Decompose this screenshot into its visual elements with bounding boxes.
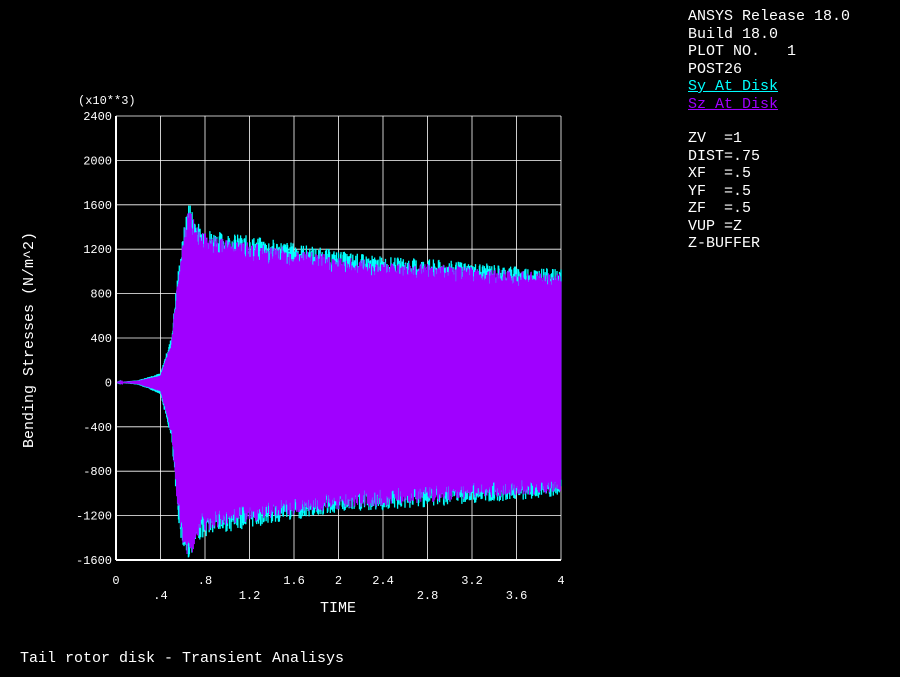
module-label: POST26 <box>688 61 850 79</box>
header-info: ANSYS Release 18.0 Build 18.0 PLOT NO. 1 PO… <box>688 8 850 113</box>
y-tick-label: 400 <box>90 332 112 346</box>
y-tick-label: 800 <box>90 288 112 302</box>
view-vup: VUP =Z <box>688 218 760 236</box>
x-axis-label: TIME <box>320 600 356 617</box>
x-tick-label: 2.4 <box>372 574 394 588</box>
build-label: Build 18.0 <box>688 26 850 44</box>
y-tick-label: 0 <box>105 376 112 390</box>
view-yf: YF =.5 <box>688 183 760 201</box>
legend-sz: Sz_At_Disk <box>688 96 850 114</box>
view-dist: DIST=.75 <box>688 148 760 166</box>
series-layer <box>116 206 561 558</box>
x-tick-label: .8 <box>198 574 212 588</box>
y-axis-label: Bending Stresses (N/m^2) <box>21 232 38 448</box>
y-tick-label: 2000 <box>83 154 112 168</box>
y-tick-label: 1200 <box>83 243 112 257</box>
view-zbuffer: Z-BUFFER <box>688 235 760 253</box>
x-tick-label: 0 <box>112 574 119 588</box>
plot-caption: Tail rotor disk - Transient Analisys <box>20 650 344 667</box>
y-tick-label: -400 <box>83 421 112 435</box>
view-zf: ZF =.5 <box>688 200 760 218</box>
y-tick-label: -1600 <box>76 554 112 568</box>
x-tick-label: 3.2 <box>461 574 483 588</box>
x-tick-label: 3.6 <box>506 589 528 603</box>
x-tick-label: 1.2 <box>239 589 261 603</box>
view-xf: XF =.5 <box>688 165 760 183</box>
plot-number-label: PLOT NO. 1 <box>688 43 850 61</box>
y-tick-label: -1200 <box>76 510 112 524</box>
release-label: ANSYS Release 18.0 <box>688 8 850 26</box>
x-tick-label: 2.8 <box>417 589 439 603</box>
x-tick-label: 1.6 <box>283 574 305 588</box>
series-line-sz-at-disk <box>116 213 561 554</box>
y-tick-label: -800 <box>83 465 112 479</box>
x-tick-label: 2 <box>335 574 342 588</box>
y-multiplier-label: (x10**3) <box>78 94 136 108</box>
legend-sy: Sy_At_Disk <box>688 78 850 96</box>
x-tick-label: 4 <box>557 574 564 588</box>
view-zv: ZV =1 <box>688 130 760 148</box>
view-settings: ZV =1 DIST=.75 XF =.5 YF =.5 ZF =.5 VUP =Z Z-B… <box>688 130 760 253</box>
y-tick-label: 1600 <box>83 199 112 213</box>
x-tick-label: .4 <box>153 589 167 603</box>
y-tick-label: 2400 <box>83 110 112 124</box>
